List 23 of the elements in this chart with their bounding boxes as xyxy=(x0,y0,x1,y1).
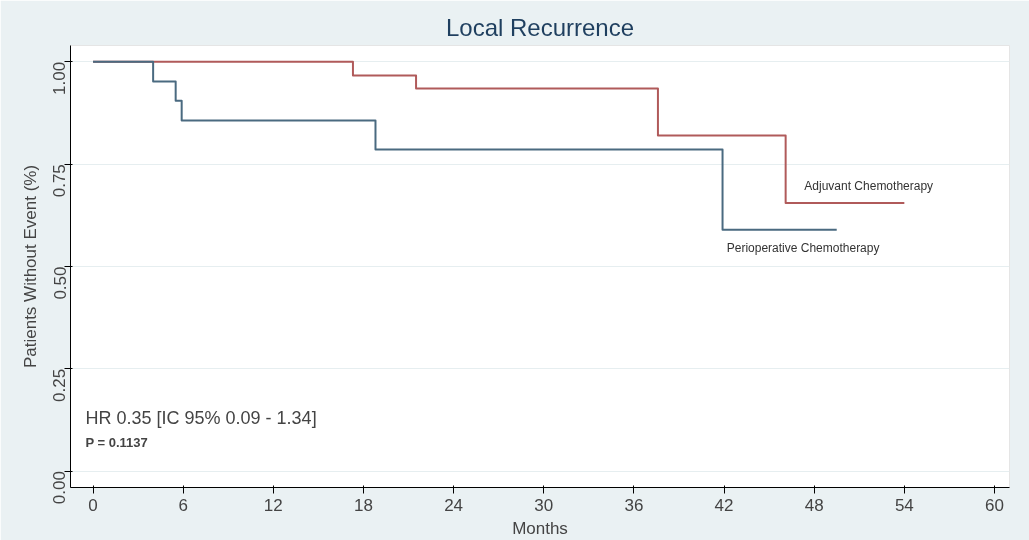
annotation: HR 0.35 [IC 95% 0.09 - 1.34] xyxy=(85,407,317,428)
x-tick-label: 48 xyxy=(804,495,824,515)
x-tick-label: 0 xyxy=(88,495,98,515)
series-label: Adjuvant Chemotherapy xyxy=(804,179,934,194)
x-tick-label: 12 xyxy=(263,495,283,515)
annotation: P = 0.1137 xyxy=(85,434,148,450)
y-tick-label: 0.75 xyxy=(50,164,70,198)
x-tick-label: 60 xyxy=(985,495,1004,515)
x-tick-label: 6 xyxy=(178,495,188,515)
x-tick-label: 24 xyxy=(444,495,464,515)
y-axis-title: Patients Without Event (%) xyxy=(20,164,40,369)
x-tick-label: 30 xyxy=(534,495,554,515)
y-tick-label: 1.00 xyxy=(50,61,70,95)
y-tick-label: 0.25 xyxy=(50,368,70,402)
x-tick-label: 18 xyxy=(354,495,373,515)
x-tick-label: 42 xyxy=(714,495,734,515)
y-tick-label: 0.00 xyxy=(50,471,70,505)
y-tick-label: 0.50 xyxy=(50,266,70,300)
series-label: Perioperative Chemotherapy xyxy=(726,240,880,255)
chart-title: Local Recurrence xyxy=(445,13,635,41)
x-tick-label: 36 xyxy=(624,495,644,515)
x-tick-label: 54 xyxy=(894,495,914,515)
x-axis-title: Months xyxy=(512,518,568,538)
